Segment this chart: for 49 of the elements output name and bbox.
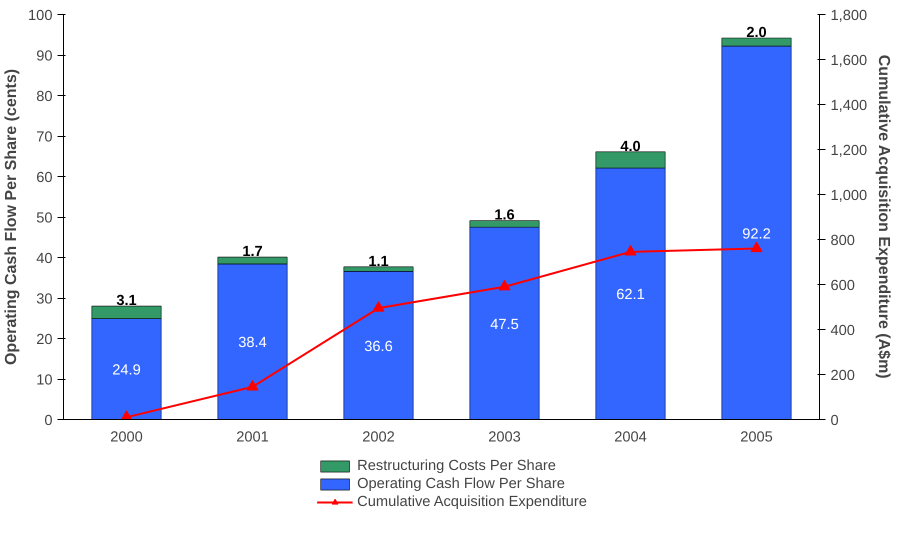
- y-tick-label: 80: [36, 89, 53, 105]
- y-tick-label: 20: [36, 332, 53, 348]
- data-label: 1.7: [242, 244, 263, 260]
- y2-tick-label: 1,200: [830, 143, 868, 159]
- data-label: 47.5: [490, 316, 519, 333]
- x-tick-label: 2000: [110, 430, 143, 446]
- data-label: 24.9: [112, 362, 141, 379]
- y2-axis-title: Cumulative Acquisition Expenditure (A$m): [875, 54, 892, 379]
- y2-tick-label: 0: [830, 413, 839, 429]
- point: [750, 242, 762, 252]
- y-tick-label: 100: [28, 8, 53, 24]
- y-tick-label: 50: [36, 210, 53, 226]
- y2-tick-label: 400: [830, 323, 855, 339]
- data-label: 3.1: [116, 293, 137, 310]
- legend-label: Cumulative Acquisition Expenditure: [357, 494, 587, 510]
- data-label: 36.6: [364, 338, 393, 355]
- y-tick-label: 90: [36, 48, 53, 64]
- y2-tick-label: 1,400: [830, 98, 868, 114]
- y-tick-label: 60: [36, 170, 53, 186]
- data-label: 1.6: [494, 208, 515, 224]
- x-tick-label: 2003: [488, 430, 521, 446]
- y-tick-label: 70: [36, 130, 53, 146]
- point: [372, 301, 384, 312]
- x-tick-label: 2001: [236, 430, 269, 446]
- data-label: 38.4: [238, 335, 267, 352]
- x-tick-label: 2004: [614, 430, 647, 446]
- y2-tick-label: 200: [830, 368, 855, 384]
- x-tick-label: 2005: [740, 430, 773, 446]
- y-axis-title: Operating Cash Flow Per Share (cents): [3, 68, 20, 366]
- point: [624, 245, 636, 256]
- y2-tick-label: 1,000: [830, 188, 868, 204]
- data-label: 92.2: [742, 226, 771, 242]
- y-tick-label: 30: [36, 292, 53, 308]
- point: [498, 280, 510, 290]
- y2-tick-label: 1,600: [830, 53, 868, 69]
- legend-label: Restructuring Costs Per Share: [357, 458, 556, 474]
- data-label: 62.1: [616, 287, 645, 304]
- x-tick-label: 2002: [362, 430, 395, 446]
- y-tick-label: 10: [36, 372, 53, 388]
- data-label: 4.0: [620, 138, 641, 155]
- y2-tick-label: 600: [830, 278, 855, 294]
- data-label: 2.0: [746, 24, 767, 41]
- y-tick-label: 40: [36, 251, 53, 267]
- data-label: 1.1: [368, 254, 389, 270]
- y2-tick-label: 1,800: [830, 8, 868, 24]
- y-tick-label: 0: [44, 413, 53, 429]
- y2-tick-label: 800: [830, 233, 855, 249]
- legend-label: Operating Cash Flow Per Share: [357, 476, 565, 492]
- point: [246, 380, 258, 391]
